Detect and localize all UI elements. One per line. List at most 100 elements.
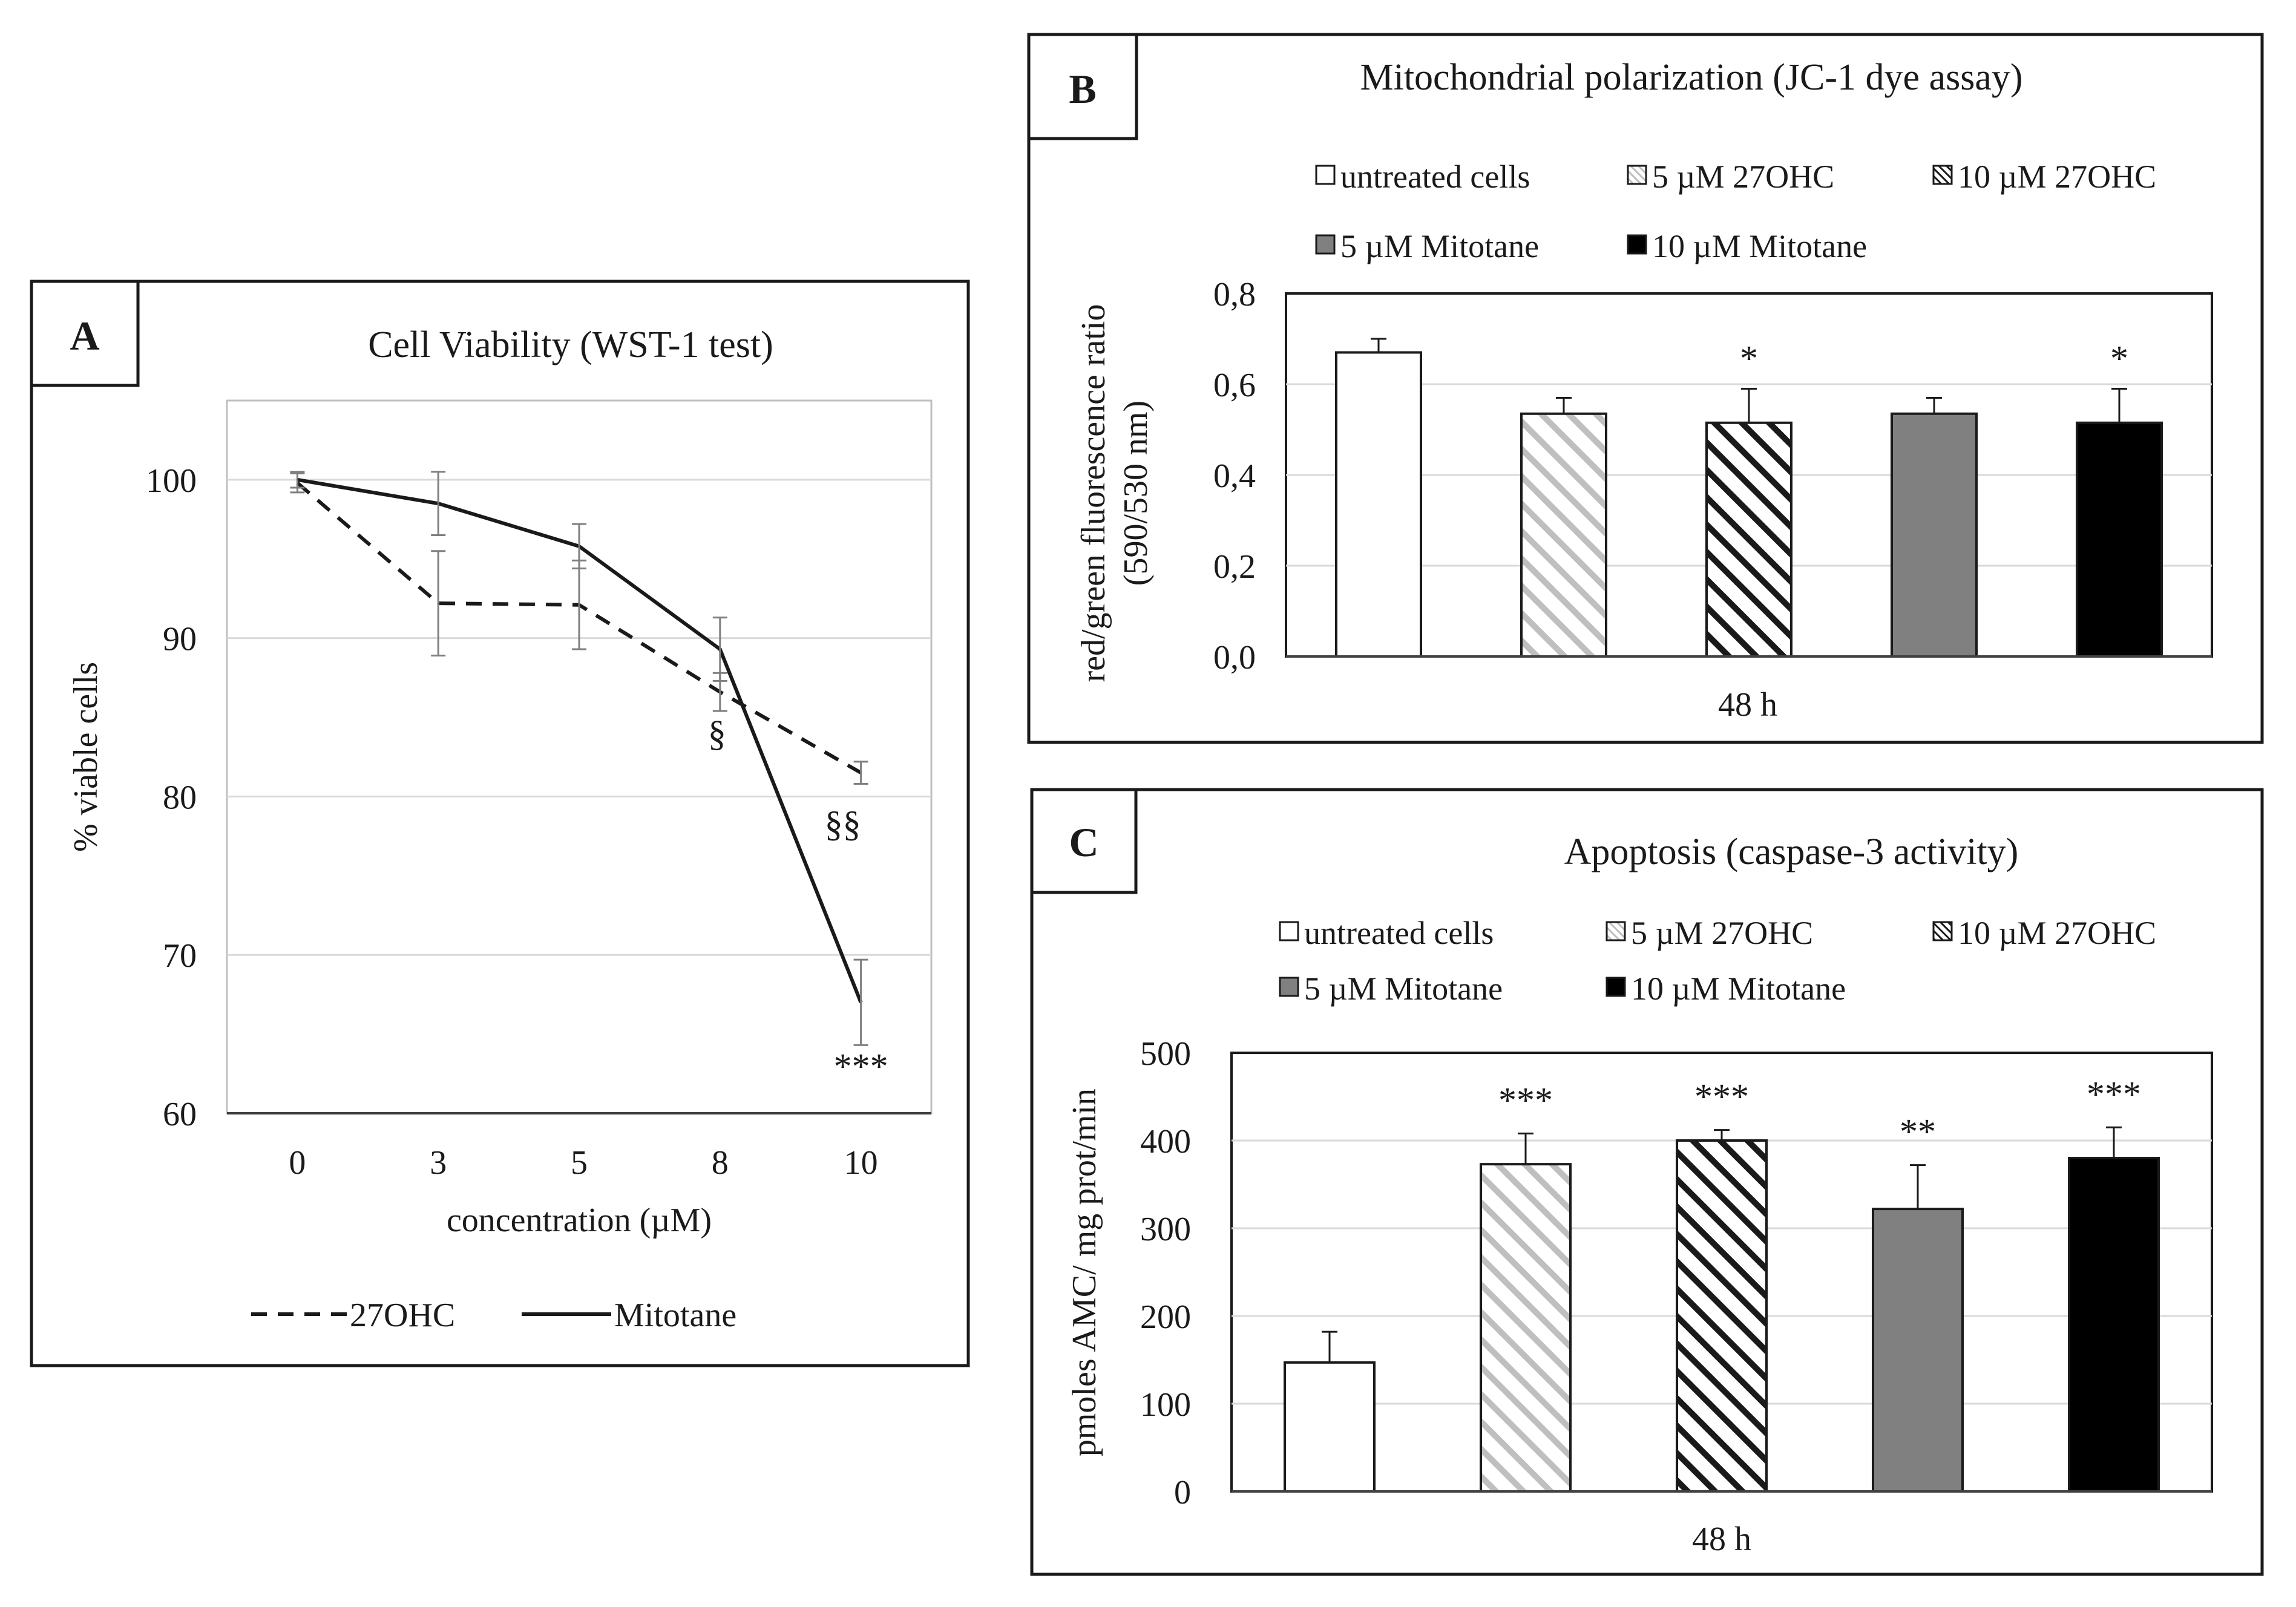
y-tick-200: 200 bbox=[1140, 1298, 1191, 1336]
legend-item-10-m-mitotane: 10 µM Mitotane bbox=[1606, 970, 1846, 1007]
legend-label: 5 µM 27OHC bbox=[1652, 159, 1834, 195]
significance-5-m-27ohc: *** bbox=[1498, 1080, 1553, 1120]
y-tick-100: 100 bbox=[146, 462, 197, 500]
legend-label: 10 µM Mitotane bbox=[1652, 228, 1867, 264]
legend-item-10-m-mitotane: 10 µM Mitotane bbox=[1627, 228, 1867, 264]
error-bar-5-m-27ohc bbox=[1518, 1132, 1533, 1165]
legend-swatch bbox=[1932, 165, 1953, 185]
legend-label: 10 µM 27OHC bbox=[1958, 159, 2156, 195]
legend-swatch bbox=[1932, 921, 1953, 941]
annotation-2: *** bbox=[834, 1046, 888, 1086]
panel-b-y-label-line1: red/green fluorescence ratio bbox=[1075, 304, 1112, 682]
panel-c-letter: C bbox=[1069, 819, 1098, 865]
panel-b-letter: B bbox=[1069, 66, 1096, 112]
error-bar-10-m-27ohc bbox=[1741, 388, 1757, 423]
panel-a-cell-viability: A Cell Viability (WST-1 test) 6070809010… bbox=[30, 280, 970, 1367]
legend-swatch bbox=[1279, 977, 1299, 997]
x-tick-10: 10 bbox=[844, 1144, 878, 1182]
panel-a-badge bbox=[30, 280, 140, 387]
bar-10-m-mitotane bbox=[2076, 421, 2163, 658]
panel-b-y-label-line2: (590/530 nm) bbox=[1117, 401, 1155, 586]
legend-mitotane-label: Mitotane bbox=[614, 1297, 736, 1334]
significance-10-m-mitotane: * bbox=[2110, 339, 2128, 379]
panel-a-legend: 27OHC Mitotane bbox=[251, 1297, 736, 1334]
legend-swatch bbox=[1627, 165, 1647, 185]
legend-item-10-m-27ohc: 10 µM 27OHC bbox=[1932, 159, 2156, 195]
panel-a-y-ticks: 60 70 80 90 100 bbox=[146, 462, 197, 1133]
y-tick-70: 70 bbox=[163, 937, 197, 975]
legend-swatch bbox=[1606, 977, 1626, 997]
data-point-mitotane-0 bbox=[297, 479, 298, 480]
annotation-0: § bbox=[708, 714, 726, 754]
y-tick-0-2: 0,2 bbox=[1213, 548, 1256, 586]
panel-c-y-label: pmoles AMC/ mg prot/min bbox=[1066, 1088, 1103, 1456]
panel-a-plot-area bbox=[226, 399, 933, 1114]
legend-item-5-m-mitotane: 5 µM Mitotane bbox=[1315, 228, 1539, 264]
significance-5-m-mitotane: ** bbox=[1900, 1112, 1936, 1152]
panel-a-letter: A bbox=[70, 313, 99, 359]
error-bar-10-m-27ohc bbox=[1714, 1129, 1730, 1141]
y-tick-0-0: 0,0 bbox=[1213, 639, 1256, 676]
y-tick-0-8: 0,8 bbox=[1213, 276, 1256, 313]
legend-swatch bbox=[1627, 234, 1647, 255]
y-tick-0-6: 0,6 bbox=[1213, 367, 1256, 404]
error-bar-5-m-27ohc bbox=[1556, 397, 1572, 414]
legend-label: 5 µM Mitotane bbox=[1340, 228, 1539, 264]
panel-b-title: Mitochondrial polarization (JC-1 dye ass… bbox=[1360, 57, 2022, 98]
error-bar-5-m-mitotane bbox=[1926, 397, 1942, 414]
panel-a-annotations: §§§*** bbox=[708, 714, 888, 1087]
panel-a-x-ticks: 0 3 5 8 10 bbox=[289, 1144, 877, 1182]
legend-27ohc-label: 27OHC bbox=[350, 1297, 455, 1334]
legend-item-10-m-27ohc: 10 µM 27OHC bbox=[1932, 915, 2156, 951]
y-tick-300: 300 bbox=[1140, 1211, 1191, 1248]
panel-a-series bbox=[290, 471, 868, 1046]
legend-label: untreated cells bbox=[1304, 915, 1494, 951]
data-point-27ohc-5 bbox=[579, 604, 580, 606]
y-tick-80: 80 bbox=[163, 779, 197, 816]
legend-item-5-m-mitotane: 5 µM Mitotane bbox=[1279, 970, 1503, 1007]
data-point-mitotane-3 bbox=[438, 503, 439, 504]
panel-a-title: Cell Viability (WST-1 test) bbox=[368, 324, 773, 365]
significance-10-m-27ohc: *** bbox=[1694, 1077, 1749, 1117]
panel-b-legend: untreated cells 5 µM 27OHC 10 µM 27OHC 5 µM… bbox=[1315, 159, 2156, 264]
x-tick-8: 8 bbox=[712, 1144, 729, 1182]
y-tick-0: 0 bbox=[1174, 1474, 1191, 1511]
panel-a-y-label: % viable cells bbox=[67, 662, 105, 852]
x-tick-0: 0 bbox=[289, 1144, 306, 1182]
bar-5-m-27ohc bbox=[1520, 412, 1607, 658]
error-bar-untreated-cells bbox=[1371, 338, 1386, 353]
legend-item-5-m-27ohc: 5 µM 27OHC bbox=[1627, 159, 1834, 195]
significance-10-m-27ohc: * bbox=[1740, 339, 1758, 379]
legend-swatch bbox=[1279, 921, 1299, 941]
legend-label: 5 µM 27OHC bbox=[1631, 915, 1813, 951]
x-tick-5: 5 bbox=[571, 1144, 588, 1182]
y-tick-90: 90 bbox=[163, 621, 197, 658]
bar-5-m-mitotane bbox=[1872, 1208, 1964, 1493]
data-point-27ohc-3 bbox=[438, 603, 439, 604]
legend-swatch bbox=[1315, 165, 1336, 185]
error-bar-10-m-mitotane bbox=[2111, 388, 2127, 423]
legend-swatch bbox=[1315, 234, 1336, 255]
panel-c-legend: untreated cells 5 µM 27OHC 10 µM 27OHC 5 µM… bbox=[1279, 915, 2156, 1007]
y-tick-100: 100 bbox=[1140, 1386, 1191, 1424]
y-tick-0-4: 0,4 bbox=[1213, 457, 1256, 495]
legend-item-5-m-27ohc: 5 µM 27OHC bbox=[1606, 915, 1813, 951]
panel-b-mitochondrial-polarization: B Mitochondrial polarization (JC-1 dye a… bbox=[1027, 33, 2264, 744]
bar-10-m-27ohc bbox=[1676, 1139, 1768, 1493]
legend-item-untreated-cells: untreated cells bbox=[1315, 159, 1530, 195]
series-mitotane bbox=[290, 471, 868, 1046]
bar-10-m-mitotane bbox=[2068, 1157, 2160, 1493]
legend-label: 10 µM Mitotane bbox=[1631, 970, 1846, 1007]
bar-5-m-mitotane bbox=[1891, 412, 1978, 658]
y-tick-60: 60 bbox=[163, 1096, 197, 1133]
x-tick-3: 3 bbox=[430, 1144, 447, 1182]
legend-swatch bbox=[1606, 921, 1626, 941]
bar-10-m-27ohc bbox=[1705, 421, 1793, 658]
legend-label: untreated cells bbox=[1340, 159, 1530, 195]
legend-item-untreated-cells: untreated cells bbox=[1279, 915, 1494, 951]
panel-a-x-label: concentration (µM) bbox=[447, 1202, 712, 1239]
significance-10-m-mitotane: *** bbox=[2087, 1074, 2141, 1114]
legend-label: 10 µM 27OHC bbox=[1958, 915, 2156, 951]
bar-untreated-cells bbox=[1284, 1361, 1376, 1493]
